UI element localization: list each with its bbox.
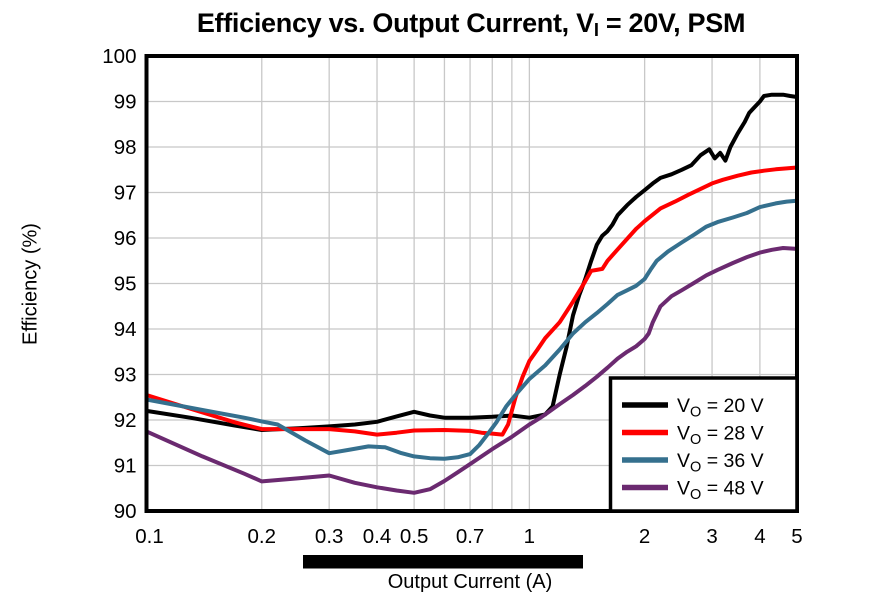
x-tick-label: 2: [639, 525, 650, 548]
legend: VO = 20 VVO = 28 VVO = 36 VVO = 48 V: [608, 376, 799, 513]
x-tick-label: 0.4: [363, 525, 392, 548]
x-tick-label: 3: [706, 525, 717, 548]
series-line-vo-28-v: [145, 165, 798, 437]
redaction-bar: [303, 555, 583, 569]
chart-title-subscript: I: [593, 18, 599, 40]
x-tick-label: 5: [791, 525, 802, 548]
chart-title-pre: Efficiency vs. Output Current, V: [196, 8, 594, 38]
x-tick-label: 0.7: [456, 525, 485, 548]
y-tick-label: 100: [102, 45, 136, 68]
y-tick-labels: 100 99 98 97 96 95 94 93 92 91 90: [102, 45, 136, 523]
x-tick-label: 0.5: [400, 525, 429, 548]
x-tick-label: 0.2: [248, 525, 277, 548]
legend-label: VO = 36 V: [677, 450, 764, 476]
y-tick-label: 95: [114, 273, 137, 296]
y-tick-label: 98: [114, 136, 137, 159]
y-tick-label: 92: [114, 409, 137, 432]
chart-title: Efficiency vs. Output Current, VI = 20V,…: [0, 8, 891, 41]
x-axis-label: Output Current (A): [387, 571, 553, 593]
x-tick-label: 1: [524, 525, 535, 548]
chart-title-post: = 20V, PSM: [598, 8, 746, 38]
y-axis-label: Efficiency (%): [19, 223, 42, 345]
y-tick-label: 91: [114, 455, 137, 478]
y-tick-label: 97: [114, 182, 137, 205]
y-tick-label: 96: [114, 227, 137, 250]
series-line-vo-36-v: [146, 198, 798, 461]
gridlines: [146, 56, 797, 511]
x-tick-label: 4: [754, 525, 765, 548]
plot-frame: [144, 54, 799, 513]
series-line-vo-20-v: [146, 92, 798, 432]
x-tick-labels: 0.1 0.2 0.3 0.4 0.5 0.7 1 2 3 4 5: [135, 525, 802, 548]
legend-label: VO = 28 V: [677, 423, 764, 449]
x-tick-label: 0.3: [315, 525, 344, 548]
legend-label: VO = 48 V: [677, 478, 764, 504]
y-tick-label: 90: [114, 500, 137, 523]
x-tick-label: 0.1: [135, 525, 164, 548]
y-tick-label: 94: [114, 318, 137, 341]
series-line-vo-48-v: [145, 246, 798, 495]
y-tick-label: 93: [114, 364, 137, 387]
y-tick-label: 99: [114, 91, 137, 114]
legend-label: VO = 20 V: [677, 395, 764, 421]
series-lines: [145, 92, 798, 495]
